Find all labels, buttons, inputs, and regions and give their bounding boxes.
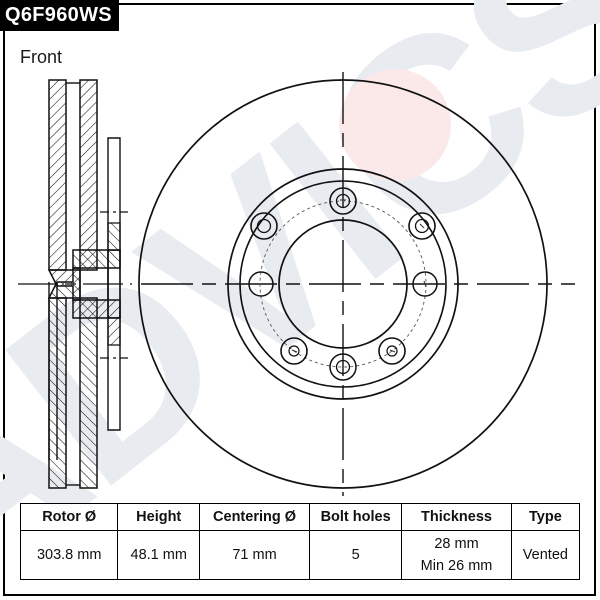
table-row: 303.8 mm 48.1 mm 71 mm 5 28 mm Min 26 mm… [19,530,581,580]
watermark-dot [339,69,451,181]
centerlines [141,72,575,496]
cell-thickness: 28 mm Min 26 mm [401,530,512,580]
bolt-hole [280,337,308,365]
section-hat-wall-upper [107,317,121,431]
section-dimension-ticks [100,211,128,359]
cell-rotor-diameter: 303.8 mm [19,530,119,580]
locating-hole [335,359,351,375]
header-bolt-holes: Bolt holes [309,503,403,531]
part-number-tag: Q6F960WS [0,0,119,31]
locating-hole [329,353,357,381]
rotor-hat-outer-circle [227,168,459,400]
bolt-hole [250,212,278,240]
header-height: Height [117,503,201,531]
locating-holes [248,271,438,381]
header-rotor-diameter: Rotor Ø [19,503,119,531]
section-lower-friction-ring [48,297,98,489]
cell-height: 48.1 mm [117,530,201,580]
hole-tick-marks [291,199,427,353]
cell-thickness-minimum: Min 26 mm [420,558,493,574]
header-centering-diameter: Centering Ø [199,503,311,531]
section-view [18,79,132,489]
cell-bolt-holes: 5 [309,530,403,580]
rotor-outer-circle [138,79,548,489]
section-upper-transition [47,269,81,301]
centering-bore-circle [278,219,408,349]
locating-hole [248,271,274,297]
header-thickness: Thickness [401,503,512,531]
section-lower-hat-arm [72,249,121,269]
cell-type: Vented [510,530,581,580]
cell-centering-diameter: 71 mm [199,530,311,580]
bolt-holes [250,187,436,365]
table-header-row: Rotor Ø Height Centering Ø Bolt holes Th… [19,503,581,531]
cell-thickness-nominal: 28 mm [434,536,479,552]
section-upper-hat-arm [72,299,121,319]
bolt-hole [378,337,406,365]
section-upper-friction-ring [48,79,98,271]
bolt-hole [408,212,436,240]
section-hub-outline [48,250,121,460]
section-hat-wall-lower [107,137,121,251]
section-hat-lip-upper [107,317,121,346]
header-type: Type [510,503,581,531]
section-lower-transition [47,267,81,299]
section-lower-half [47,137,121,489]
section-hat-lip-lower [107,222,121,251]
section-hub-walls [48,250,121,318]
bolt-circle-construction [259,200,427,368]
rotor-hat-inner-circle [239,180,447,388]
view-label-front: Front [20,47,63,67]
bolt-hole [329,187,357,215]
locating-hole [412,271,438,297]
specification-table: Rotor Ø Height Centering Ø Bolt holes Th… [19,503,581,580]
front-view [138,72,575,496]
